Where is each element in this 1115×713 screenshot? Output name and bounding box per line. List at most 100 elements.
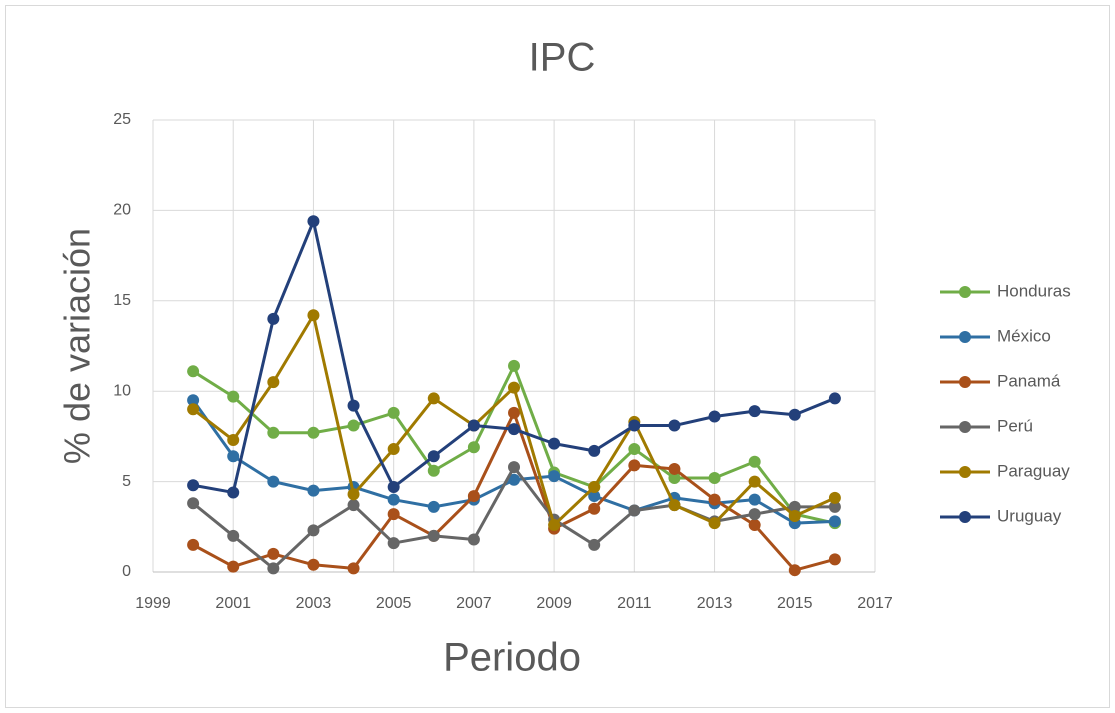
x-tick-label: 2017: [857, 595, 893, 612]
legend-label: Panamá: [997, 371, 1061, 390]
data-point: [628, 459, 641, 472]
data-point: [508, 423, 520, 436]
data-point: [227, 434, 240, 447]
data-point: [588, 490, 601, 503]
data-point: [387, 406, 400, 419]
data-point: [307, 558, 320, 571]
data-point: [708, 493, 721, 506]
data-point: [227, 560, 240, 573]
data-point: [467, 441, 480, 454]
data-point: [187, 394, 200, 407]
data-point: [748, 518, 761, 531]
data-point: [748, 493, 761, 506]
y-tick-label: 20: [113, 202, 131, 219]
data-point: [387, 481, 400, 494]
data-point: [427, 450, 440, 463]
data-point: [347, 488, 360, 501]
data-point: [387, 443, 400, 456]
data-point: [748, 455, 761, 468]
data-point: [307, 215, 320, 228]
data-point: [467, 533, 480, 546]
data-point: [788, 509, 801, 522]
data-point: [588, 481, 601, 494]
data-point: [307, 484, 320, 497]
data-point: [548, 518, 561, 531]
data-point: [187, 497, 200, 510]
legend-label: Honduras: [997, 281, 1071, 300]
data-point: [267, 547, 280, 560]
data-point: [668, 419, 681, 432]
x-axis-label: Periodo: [443, 636, 581, 680]
data-point: [307, 426, 320, 439]
data-point: [828, 500, 841, 513]
x-tick-label: 2009: [536, 595, 572, 612]
data-point: [828, 392, 841, 405]
data-point: [227, 529, 240, 542]
data-point: [467, 419, 480, 432]
data-point: [828, 491, 841, 504]
data-point: [828, 515, 841, 528]
data-point: [267, 312, 280, 325]
data-point: [548, 437, 561, 450]
x-tick-label: 2013: [697, 595, 733, 612]
data-point: [267, 426, 280, 439]
legend-marker: [959, 331, 971, 343]
y-tick-label: 15: [113, 292, 131, 309]
data-point: [748, 405, 761, 418]
data-point: [387, 537, 400, 550]
y-tick-label: 0: [122, 563, 131, 580]
x-tick-label: 2015: [777, 595, 813, 612]
data-point: [708, 410, 721, 423]
data-point: [508, 473, 520, 486]
y-tick-label: 5: [122, 473, 131, 490]
legend-marker: [959, 511, 971, 523]
data-point: [387, 508, 400, 521]
data-point: [267, 562, 280, 575]
x-tick-label: 2003: [296, 595, 332, 612]
data-point: [788, 408, 801, 421]
y-axis-label: % de variación: [57, 228, 98, 464]
data-point: [668, 471, 681, 484]
data-point: [227, 450, 240, 463]
data-point: [427, 464, 440, 477]
data-point: [628, 504, 641, 517]
chart-frame: [5, 5, 1110, 708]
legend-marker: [959, 466, 971, 478]
legend-marker: [959, 286, 971, 298]
data-point: [347, 499, 360, 512]
legend-marker: [959, 376, 971, 388]
data-point: [588, 444, 601, 457]
data-point: [828, 553, 841, 566]
data-point: [387, 493, 400, 506]
data-point: [307, 309, 320, 322]
legend-label: Perú: [997, 416, 1033, 435]
data-point: [508, 381, 520, 394]
legend-label: México: [997, 326, 1051, 345]
legend-label: Uruguay: [997, 506, 1062, 525]
x-tick-label: 2005: [376, 595, 412, 612]
x-tick-label: 1999: [135, 595, 171, 612]
x-tick-label: 2001: [215, 595, 251, 612]
data-point: [548, 470, 561, 483]
data-point: [267, 475, 280, 488]
data-point: [427, 500, 440, 513]
data-point: [347, 399, 360, 412]
data-point: [187, 403, 200, 416]
legend-marker: [959, 421, 971, 433]
data-point: [508, 359, 520, 372]
data-point: [347, 562, 360, 575]
data-point: [788, 500, 801, 513]
data-point: [307, 524, 320, 537]
data-point: [628, 443, 641, 456]
legend-label: Paraguay: [997, 461, 1070, 480]
y-tick-label: 25: [113, 111, 131, 128]
data-point: [508, 406, 520, 419]
data-point: [788, 564, 801, 577]
data-point: [668, 462, 681, 475]
x-tick-label: 2011: [617, 595, 652, 612]
data-point: [588, 502, 601, 515]
data-point: [187, 365, 200, 378]
data-point: [628, 419, 641, 432]
data-point: [668, 499, 681, 512]
